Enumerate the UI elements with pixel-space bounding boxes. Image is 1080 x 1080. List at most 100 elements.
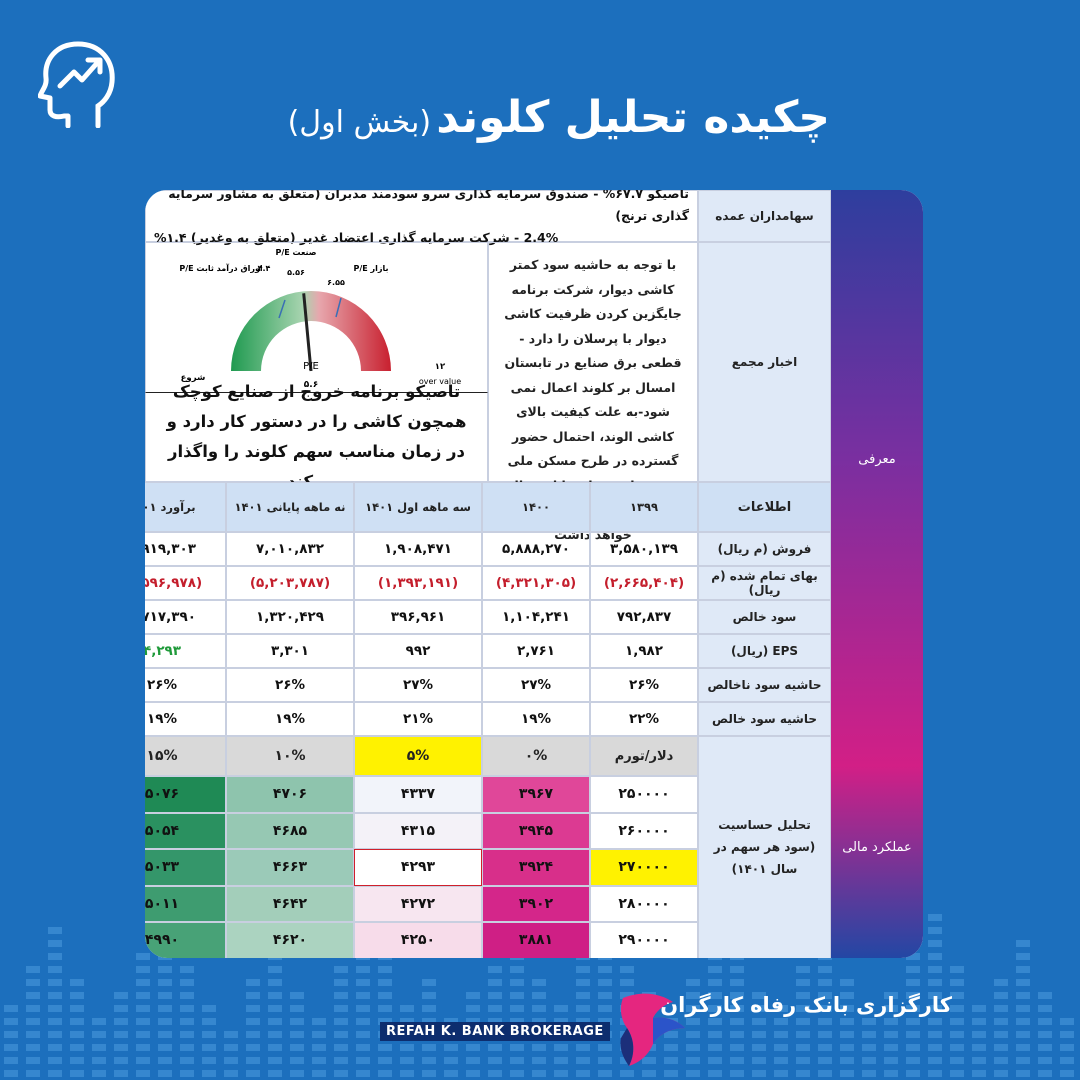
pe-gauge: شروع ۱۲ over value P/E ۵.۶ صنعت P/E ۵.۵۶…: [179, 248, 461, 390]
info-cell: (۲,۶۶۵,۴۰۴): [590, 566, 698, 600]
bonds-value: ۴.۴: [258, 264, 271, 273]
info-column-header: نه ماهه پایانی ۱۴۰۱: [226, 482, 354, 532]
info-cell: ۴,۲۹۳: [145, 634, 226, 668]
section-financial-label: عملکرد مالی: [842, 840, 912, 855]
info-row-label: بهای تمام شده (م ریال): [698, 566, 831, 600]
assembly-news-label: اخبار مجمع: [698, 242, 831, 482]
sensitivity-cell: ۴۲۵۰: [354, 922, 482, 958]
info-column-header: ۱۴۰۰: [482, 482, 590, 532]
info-column-header: ۱۳۹۹: [590, 482, 698, 532]
info-cell: ۲۷%: [482, 668, 590, 702]
refah-logo-mark: [620, 993, 685, 1066]
info-cell: ۳۹۶,۹۶۱: [354, 600, 482, 634]
analysis-card: معرفی عملکرد مالی سهامداران عمده تاصیکو …: [145, 190, 923, 958]
info-column-header: سه ماهه اول ۱۴۰۱: [354, 482, 482, 532]
info-header-label: اطلاعات: [698, 482, 831, 532]
gauge-start-label: شروع: [181, 373, 206, 383]
industry-label: صنعت P/E: [275, 248, 316, 257]
info-cell: (۱,۳۹۳,۱۹۱): [354, 566, 482, 600]
sensitivity-cell: ۵۰۳۳: [145, 849, 226, 886]
bonds-label: اوراق درآمد ثابت P/E: [179, 263, 263, 273]
info-cell: ۱۹%: [482, 702, 590, 736]
info-cell: (۴,۳۲۱,۳۰۵): [482, 566, 590, 600]
info-cell: ۱۹%: [145, 702, 226, 736]
info-cell: (۶,۵۹۶,۹۷۸): [145, 566, 226, 600]
gauge-value: ۵.۶: [304, 380, 318, 390]
info-cell: ۱,۹۸۲: [590, 634, 698, 668]
inflation-header: ۰%: [482, 736, 590, 776]
info-cell: ۵,۸۸۸,۲۷۰: [482, 532, 590, 566]
info-cell: ۲۱%: [354, 702, 482, 736]
info-cell: ۱,۷۱۷,۳۹۰: [145, 600, 226, 634]
info-cell: ۲۲%: [590, 702, 698, 736]
sensitivity-cell: ۴۹۹۰: [145, 922, 226, 958]
gauge-needle: [302, 293, 313, 372]
market-label: بازار P/E: [354, 264, 389, 273]
sensitivity-corner: دلار/تورم: [590, 736, 698, 776]
inflation-header: ۱۰%: [226, 736, 354, 776]
gauge-end-value: ۱۲: [435, 362, 446, 372]
dollar-row-header: ۲۷۰۰۰۰: [590, 849, 698, 886]
sensitivity-cell: ۴۶۸۵: [226, 812, 354, 849]
dollar-row-header: ۲۹۰۰۰۰: [590, 922, 698, 958]
info-row-label: حاشیه سود خالص: [698, 702, 831, 736]
sensitivity-cell: ۴۶۶۳: [226, 849, 354, 886]
info-cell: ۳,۳۰۱: [226, 634, 354, 668]
page-title-sub: (بخش اول): [287, 105, 432, 140]
brand-name-en: REFAH K. BANK BROKERAGE: [380, 1022, 610, 1041]
page-title-main: چکیده تحلیل کلوند: [436, 92, 830, 143]
sensitivity-cell: ۳۹۴۵: [482, 812, 590, 849]
info-cell: ۳,۵۸۰,۱۳۹: [590, 532, 698, 566]
info-cell: ۲۶%: [145, 668, 226, 702]
sensitivity-cell: ۴۶۲۰: [226, 922, 354, 958]
sensitivity-cell: ۳۹۰۲: [482, 885, 590, 922]
info-row-label: حاشیه سود ناخالص: [698, 668, 831, 702]
sensitivity-label: تحلیل حساسیت (سود هر سهم در سال ۱۴۰۱): [698, 736, 831, 958]
info-row-label: EPS (ریال): [698, 634, 831, 668]
shareholders-line-2: 2.4% - شرکت سرمایه گذاری اعتضاد غدیر (مت…: [154, 230, 559, 245]
sensitivity-cell: ۵۰۷۶: [145, 776, 226, 813]
sensitivity-cell: ۵۰۱۱: [145, 885, 226, 922]
dollar-row-header: ۲۵۰۰۰۰: [590, 776, 698, 813]
info-cell: ۲۷%: [354, 668, 482, 702]
market-value: ۶.۵۵: [327, 278, 345, 287]
section-sidebar: [831, 190, 923, 958]
info-cell: (۵,۲۰۳,۷۸۷): [226, 566, 354, 600]
gauge-end-label: over value: [419, 377, 461, 386]
sensitivity-cell: ۳۹۶۷: [482, 776, 590, 813]
page-title: چکیده تحلیل کلوند (بخش اول): [180, 92, 830, 143]
pe-gauge-panel: شروع ۱۲ over value P/E ۵.۶ صنعت P/E ۵.۵۶…: [145, 242, 488, 392]
sensitivity-cell: ۴۷۰۶: [226, 776, 354, 813]
sensitivity-cell: ۳۸۸۱: [482, 922, 590, 958]
section-intro-label: معرفی: [858, 452, 896, 467]
gauge-value-label: P/E: [303, 361, 319, 372]
divestment-note: تاصیکو برنامه خروج از صنایع کوچک همچون ک…: [145, 382, 488, 491]
info-cell: ۲۶%: [226, 668, 354, 702]
brand-name-fa: کارگزاری بانک رفاه کارگران: [660, 993, 952, 1017]
info-cell: ۸,۹۱۹,۳۰۳: [145, 532, 226, 566]
info-cell: ۷۹۲,۸۳۷: [590, 600, 698, 634]
shareholders-label: سهامداران عمده: [698, 190, 831, 242]
info-cell: ۱,۱۰۴,۲۴۱: [482, 600, 590, 634]
info-cell: ۹۹۲: [354, 634, 482, 668]
info-cell: ۲,۷۶۱: [482, 634, 590, 668]
dollar-row-header: ۲۸۰۰۰۰: [590, 885, 698, 922]
shareholders-line-1: تاصیکو ۶۷.۷% - صندوق سرمایه گذاری سرو سو…: [168, 190, 689, 223]
info-cell: ۱,۹۰۸,۴۷۱: [354, 532, 482, 566]
inflation-header: ۵%: [354, 736, 482, 776]
brain-growth-icon: [38, 41, 115, 128]
info-row-label: فروش (م ریال): [698, 532, 831, 566]
info-cell: ۷,۰۱۰,۸۳۲: [226, 532, 354, 566]
industry-value: ۵.۵۶: [287, 268, 305, 277]
sensitivity-cell: ۳۹۲۴: [482, 849, 590, 886]
bonds-marker: [278, 299, 286, 319]
info-row-label: سود خالص: [698, 600, 831, 634]
assembly-news-text: با توجه به حاشیه سود کمتر کاشی دیوار، شر…: [488, 242, 698, 542]
market-marker: [335, 297, 342, 318]
dollar-row-header: ۲۶۰۰۰۰: [590, 812, 698, 849]
sensitivity-cell: ۵۰۵۴: [145, 812, 226, 849]
sensitivity-cell: ۴۳۱۵: [354, 812, 482, 849]
info-cell: ۲۶%: [590, 668, 698, 702]
inflation-header: ۱۵%: [145, 736, 226, 776]
sensitivity-cell: ۴۳۳۷: [354, 776, 482, 813]
